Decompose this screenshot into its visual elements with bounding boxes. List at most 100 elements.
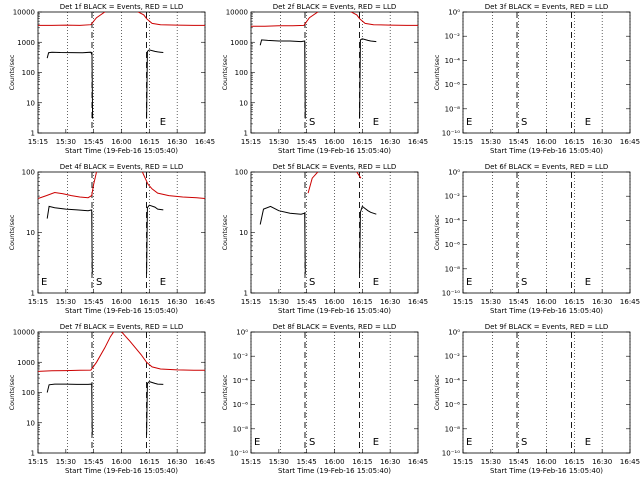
y-tick-label: 10⁻¹⁰ [442,290,460,298]
y-tick-label: 1 [31,130,35,138]
marker-label-e: E [160,277,166,288]
y-axis-label: Counts/sec [433,374,441,410]
lld-series-line [137,12,205,26]
y-axis-label: Counts/sec [8,214,16,250]
marker-label-e: E [41,277,47,288]
y-tick-label: 10⁻⁴ [233,377,249,385]
x-tick-label: 16:30 [592,138,612,146]
x-tick-label: 15:45 [297,298,317,306]
y-tick-label: 1 [244,130,248,138]
lld-series-line [356,172,362,179]
y-tick-label: 100 [22,389,35,397]
events-series-line [46,205,93,274]
events-series-line [359,205,377,274]
x-tick-label: 16:00 [536,298,556,306]
y-tick-label: 100 [22,69,35,77]
y-tick-label: 10⁻⁴ [445,57,461,65]
marker-label-s: S [309,117,315,128]
x-tick-label: 15:30 [269,298,289,306]
y-tick-label: 10⁻⁶ [233,401,249,409]
chart-title: Det 8f BLACK = Events, RED = LLD [273,323,396,331]
x-tick-label: 16:15 [352,138,372,146]
chart-title: Det 7f BLACK = Events, RED = LLD [60,323,183,331]
x-tick-label: 16:00 [111,458,131,466]
chart-title: Det 2f BLACK = Events, RED = LLD [273,3,396,11]
y-tick-label: 1 [31,290,35,298]
x-axis-label: Start Time (19-Feb-16 15:05:40) [65,147,178,155]
chart-panel-2: Det 2f BLACK = Events, RED = LLD 1 10 100 10… [221,3,428,155]
chart-panel-1: Det 1f BLACK = Events, RED = LLD 1 10 100 10… [8,3,215,155]
x-tick-label: 16:45 [408,138,428,146]
x-tick-label: 16:45 [195,298,215,306]
chart-title: Det 3f BLACK = Events, RED = LLD [485,3,608,11]
lld-series-line [141,172,205,199]
x-tick-label: 16:00 [111,138,131,146]
y-tick-label: 1 [31,450,35,458]
y-tick-label: 10⁰ [448,169,460,177]
y-tick-label: 10000 [13,329,35,337]
x-tick-label: 16:30 [592,298,612,306]
marker-label-e: E [466,117,472,128]
marker-label-s: S [521,117,527,128]
x-tick-label: 15:30 [481,298,501,306]
y-tick-label: 10⁻¹⁰ [442,450,460,458]
x-axis-label: Start Time (19-Feb-16 15:05:40) [490,307,603,315]
y-tick-label: 10 [239,99,248,107]
marker-label-e: E [585,277,591,288]
y-axis-label: Counts/sec [8,54,16,90]
y-tick-label: 1000 [230,39,248,47]
y-tick-label: 10⁻⁴ [445,217,461,225]
marker-label-e: E [373,117,379,128]
x-tick-label: 15:45 [509,458,529,466]
x-tick-label: 15:30 [269,138,289,146]
x-tick-label: 15:15 [28,298,48,306]
y-tick-label: 10⁻² [445,353,461,361]
y-tick-label: 10⁻¹⁰ [442,130,460,138]
y-tick-label: 10 [239,229,248,237]
y-tick-label: 10⁻⁸ [445,265,461,273]
x-axis-label: Start Time (19-Feb-16 15:05:40) [278,307,391,315]
series-group [38,332,205,435]
events-series-line [359,38,377,119]
y-tick-label: 10⁻⁸ [233,425,249,433]
y-tick-label: 10⁻² [445,33,461,41]
x-tick-label: 15:30 [56,298,76,306]
series-group [259,172,377,274]
chart-panel-6: Det 6f BLACK = Events, RED = LLD 10⁻¹⁰ 10⁻… [433,163,640,315]
chart-title: Det 5f BLACK = Events, RED = LLD [273,163,396,171]
chart-title: Det 6f BLACK = Events, RED = LLD [485,163,608,171]
x-tick-label: 16:45 [620,458,640,466]
marker-label-e: E [160,117,166,128]
marker-label-e: E [585,117,591,128]
x-tick-label: 15:30 [269,458,289,466]
lld-series-line [121,332,205,371]
y-tick-label: 10 [26,229,35,237]
x-tick-label: 15:45 [84,298,104,306]
x-axis-label: Start Time (19-Feb-16 15:05:40) [65,307,178,315]
y-tick-label: 10⁻⁸ [445,425,461,433]
x-tick-label: 16:15 [564,298,584,306]
x-tick-label: 16:15 [352,298,372,306]
y-axis-label: Counts/sec [433,54,441,90]
x-tick-label: 15:15 [241,458,261,466]
x-tick-label: 15:15 [453,138,473,146]
y-tick-label: 100 [235,69,248,77]
y-tick-label: 10000 [226,9,248,17]
chart-panel-9: Det 9f BLACK = Events, RED = LLD 10⁻¹⁰ 10⁻… [433,323,640,475]
x-tick-label: 16:15 [352,458,372,466]
series-group [38,12,205,119]
y-tick-label: 10⁰ [448,329,460,337]
x-tick-label: 16:00 [324,298,344,306]
x-tick-label: 15:45 [509,298,529,306]
events-series-line [46,383,93,435]
marker-label-s: S [309,277,315,288]
x-tick-label: 16:30 [167,458,187,466]
x-tick-label: 15:45 [297,458,317,466]
chart-panel-7: Det 7f BLACK = Events, RED = LLD 1 10 100 10… [8,323,215,475]
x-tick-label: 16:15 [139,298,159,306]
y-tick-label: 10⁻⁸ [445,105,461,113]
y-tick-label: 10000 [13,9,35,17]
x-tick-label: 16:30 [167,138,187,146]
x-tick-label: 16:15 [139,458,159,466]
x-axis-label: Start Time (19-Feb-16 15:05:40) [490,467,603,475]
